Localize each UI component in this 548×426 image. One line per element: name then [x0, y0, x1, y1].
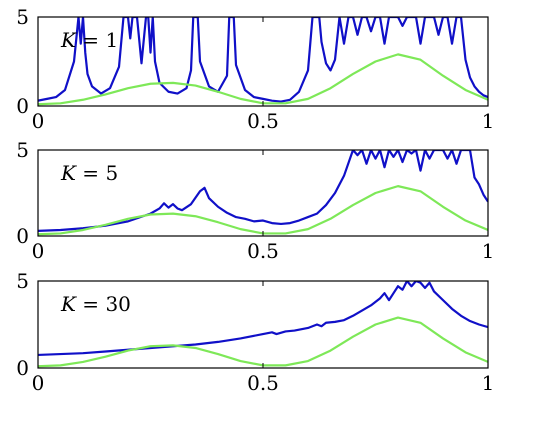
series-line-1 [38, 150, 488, 232]
x-tick-label: 0.5 [247, 109, 279, 133]
x-tick-label: 1 [482, 371, 495, 395]
panel-label: K = 1 [60, 28, 118, 52]
panel-1: 0 0.5 1 0 5 K = 1 [16, 5, 494, 133]
series-line-2 [38, 53, 488, 106]
x-tick-label: 0 [32, 371, 45, 395]
x-tick-label: 0.5 [247, 371, 279, 395]
panel-3: 0 0.5 1 0 5 K = 30 [16, 269, 494, 395]
x-tick-label: 0 [32, 109, 45, 133]
y-tick-label: 5 [16, 269, 29, 293]
x-tick-label: 0 [32, 239, 45, 263]
series-line-2 [38, 185, 488, 236]
y-tick-label: 0 [16, 94, 29, 118]
series-line-1 [38, 281, 488, 357]
series-line-1 [38, 17, 488, 103]
x-tick-label: 1 [482, 109, 495, 133]
x-tick-label: 1 [482, 239, 495, 263]
panel-label: K = 30 [60, 292, 131, 316]
panel-label: K = 5 [60, 161, 118, 185]
y-tick-label: 0 [16, 356, 29, 380]
x-tick-label: 0.5 [247, 239, 279, 263]
series-line-2 [38, 316, 488, 368]
panel-2: 0 0.5 1 0 5 K = 5 [16, 138, 494, 263]
y-tick-label: 0 [16, 224, 29, 248]
y-tick-label: 5 [16, 5, 29, 29]
y-tick-label: 5 [16, 138, 29, 162]
